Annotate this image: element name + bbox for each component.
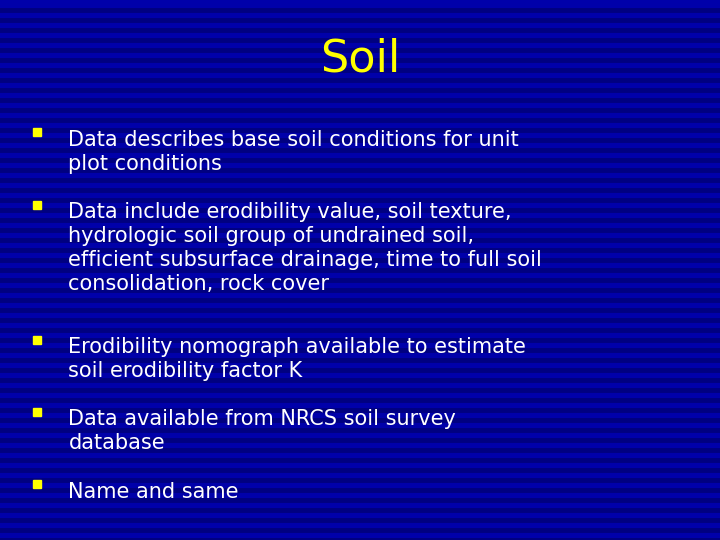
Text: Data include erodibility value, soil texture,
hydrologic soil group of undrained: Data include erodibility value, soil tex… <box>68 202 542 294</box>
Text: Soil: Soil <box>320 38 400 81</box>
Text: Name and same: Name and same <box>68 482 239 502</box>
Text: Data available from NRCS soil survey
database: Data available from NRCS soil survey dat… <box>68 409 456 453</box>
Text: Data describes base soil conditions for unit
plot conditions: Data describes base soil conditions for … <box>68 130 519 173</box>
Text: Erodibility nomograph available to estimate
soil erodibility factor K: Erodibility nomograph available to estim… <box>68 337 526 381</box>
